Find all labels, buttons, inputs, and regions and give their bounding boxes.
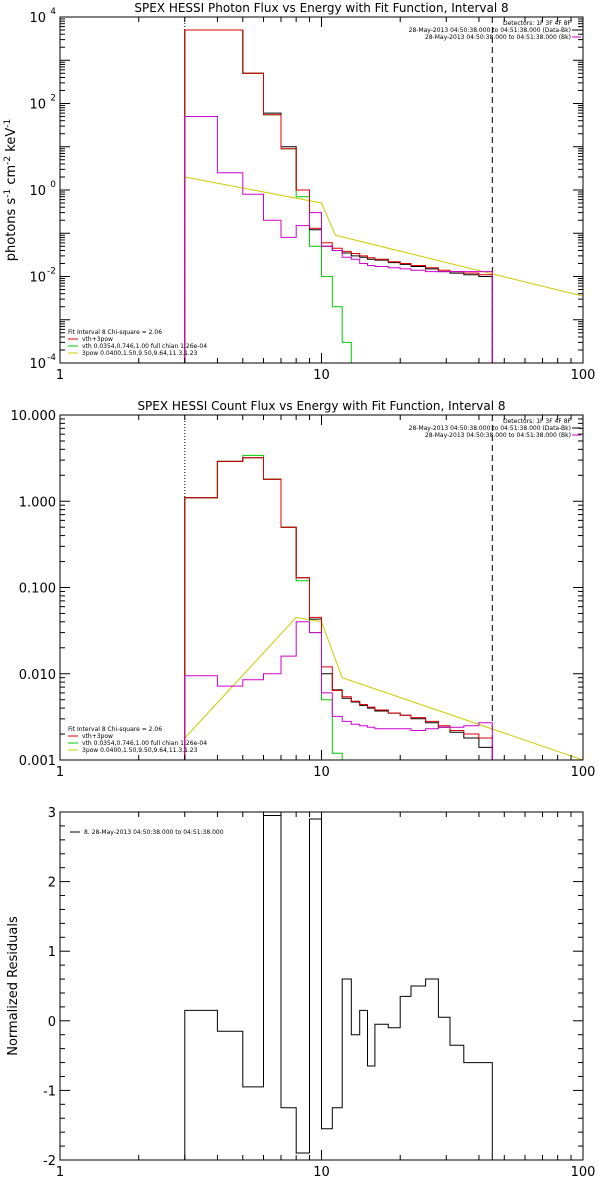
y-axis-label: photons s-1 cm-2 keV-1 bbox=[3, 119, 19, 261]
y-axis-label-exponent: -1 bbox=[3, 189, 13, 198]
y-tick-label: 0.010 bbox=[19, 668, 56, 683]
legend-entry: 28-May-2013 04:50:38.000 to 04:51:38.000… bbox=[425, 432, 571, 439]
x-tick-label: 10 bbox=[313, 765, 330, 780]
y-tick-label: -1 bbox=[43, 1084, 56, 1099]
series-data-bk-line bbox=[184, 457, 493, 760]
legend-entry: vth+3pow bbox=[82, 733, 113, 740]
legend-entry: 28-May-2013 04:50:38.000 to 04:51:38.000… bbox=[409, 425, 571, 432]
series-vth-3pow-line bbox=[184, 29, 493, 363]
y-tick-label: 0 bbox=[48, 1015, 56, 1030]
y-axis-label-exponent: -2 bbox=[3, 156, 13, 165]
legend-entry: Detectors: 1F 3F 4F 8F bbox=[503, 418, 572, 425]
chart-title: SPEX HESSI Photon Flux vs Energy with Fi… bbox=[134, 1, 508, 15]
y-tick-exponent: 4 bbox=[50, 7, 56, 17]
legend-entry: vth+3pow bbox=[82, 336, 113, 343]
plot-area bbox=[184, 815, 493, 1160]
series-vth-line bbox=[184, 454, 343, 760]
y-axis-label-part: cm bbox=[4, 165, 19, 189]
chart-title: SPEX HESSI Count Flux vs Energy with Fit… bbox=[137, 399, 505, 413]
plot-frame bbox=[59, 16, 584, 364]
plot-frame bbox=[59, 414, 584, 761]
y-axis-label-part: photons s bbox=[4, 198, 19, 262]
y-tick-exponent: 0 bbox=[50, 180, 56, 190]
y-axis-label-part: keV bbox=[4, 128, 19, 156]
x-tick-label: 100 bbox=[571, 1165, 596, 1180]
legend-entry: Fit Interval 8 Chi-square = 2.06 bbox=[68, 726, 162, 733]
series-bk-line bbox=[184, 621, 493, 760]
y-tick-label: 10 bbox=[29, 98, 46, 113]
series-3pow-line bbox=[184, 616, 583, 760]
legend-entry: 8. 28-May-2013 04:50:38.000 to 04:51:38.… bbox=[84, 829, 224, 836]
y-tick-label: 1.000 bbox=[19, 495, 56, 510]
series-3pow-line bbox=[184, 176, 583, 363]
legend-entry: 28-May-2013 04:50:38.000 to 04:51:38.000… bbox=[425, 34, 571, 41]
series-residuals-line bbox=[184, 815, 493, 1160]
y-tick-label: 1 bbox=[48, 945, 56, 960]
x-tick-label: 1 bbox=[56, 368, 64, 383]
x-tick-label: 100 bbox=[571, 765, 596, 780]
plot-area bbox=[184, 415, 583, 760]
x-tick-label: 100 bbox=[571, 368, 596, 383]
series-vth-3pow-line bbox=[184, 457, 493, 760]
y-tick-label: 2 bbox=[48, 876, 56, 891]
legend-entry: vth 0.0354,0.746,1.00 full chian 1.26e-0… bbox=[82, 740, 207, 747]
chart-3: 1 10 100 -2 -1 0 1 2 3 Normalized Residuals 8. 28-… bbox=[6, 806, 595, 1180]
series-bk-line bbox=[184, 116, 493, 363]
y-tick-label: 10 bbox=[29, 271, 46, 286]
y-tick-label: 10 bbox=[29, 184, 46, 199]
series-data-bk-line bbox=[184, 29, 493, 363]
y-tick-label: 3 bbox=[48, 806, 56, 821]
series-vth-line bbox=[184, 29, 361, 363]
y-tick-label: 0.001 bbox=[19, 754, 56, 769]
legend-entry: 28-May-2013 04:50:38.000 to 04:51:38.000… bbox=[409, 27, 571, 34]
y-tick-label: 10 bbox=[29, 11, 46, 26]
legend-entry: 3pow 0.0400,1.50,9.50,9.64,11.3,1.23 bbox=[82, 350, 198, 357]
legend-entry: Detectors: 1F 3F 4F 8F bbox=[503, 20, 572, 27]
x-tick-label: 1 bbox=[56, 1165, 64, 1180]
y-tick-label: 0.100 bbox=[19, 582, 56, 597]
legend-entry: vth 0.0354,0.746,1.00 full chian 1.26e-0… bbox=[82, 343, 207, 350]
y-axis-label: Normalized Residuals bbox=[6, 916, 21, 1056]
chart-2: 1 10 100 0.001 0.010 0.100 1.000 10.000 SPEX HES… bbox=[11, 399, 596, 780]
legend-entry: Fit Interval 8 Chi-square = 2.06 bbox=[68, 329, 162, 336]
y-tick-label: 10.000 bbox=[11, 409, 57, 424]
y-tick-exponent: 2 bbox=[50, 94, 56, 104]
y-tick-label: 10 bbox=[29, 357, 46, 372]
plot-area bbox=[184, 17, 583, 363]
x-tick-label: 1 bbox=[56, 765, 64, 780]
x-tick-label: 10 bbox=[313, 1165, 330, 1180]
y-axis-label-exponent: -1 bbox=[3, 119, 13, 128]
legend-entry: 3pow 0.0400,1.50,9.50,9.64,11.3,1.23 bbox=[82, 747, 198, 754]
y-tick-label: -2 bbox=[43, 1154, 56, 1169]
x-tick-label: 10 bbox=[313, 368, 330, 383]
y-tick-exponent: -2 bbox=[47, 267, 56, 277]
y-tick-exponent: -4 bbox=[47, 353, 56, 363]
